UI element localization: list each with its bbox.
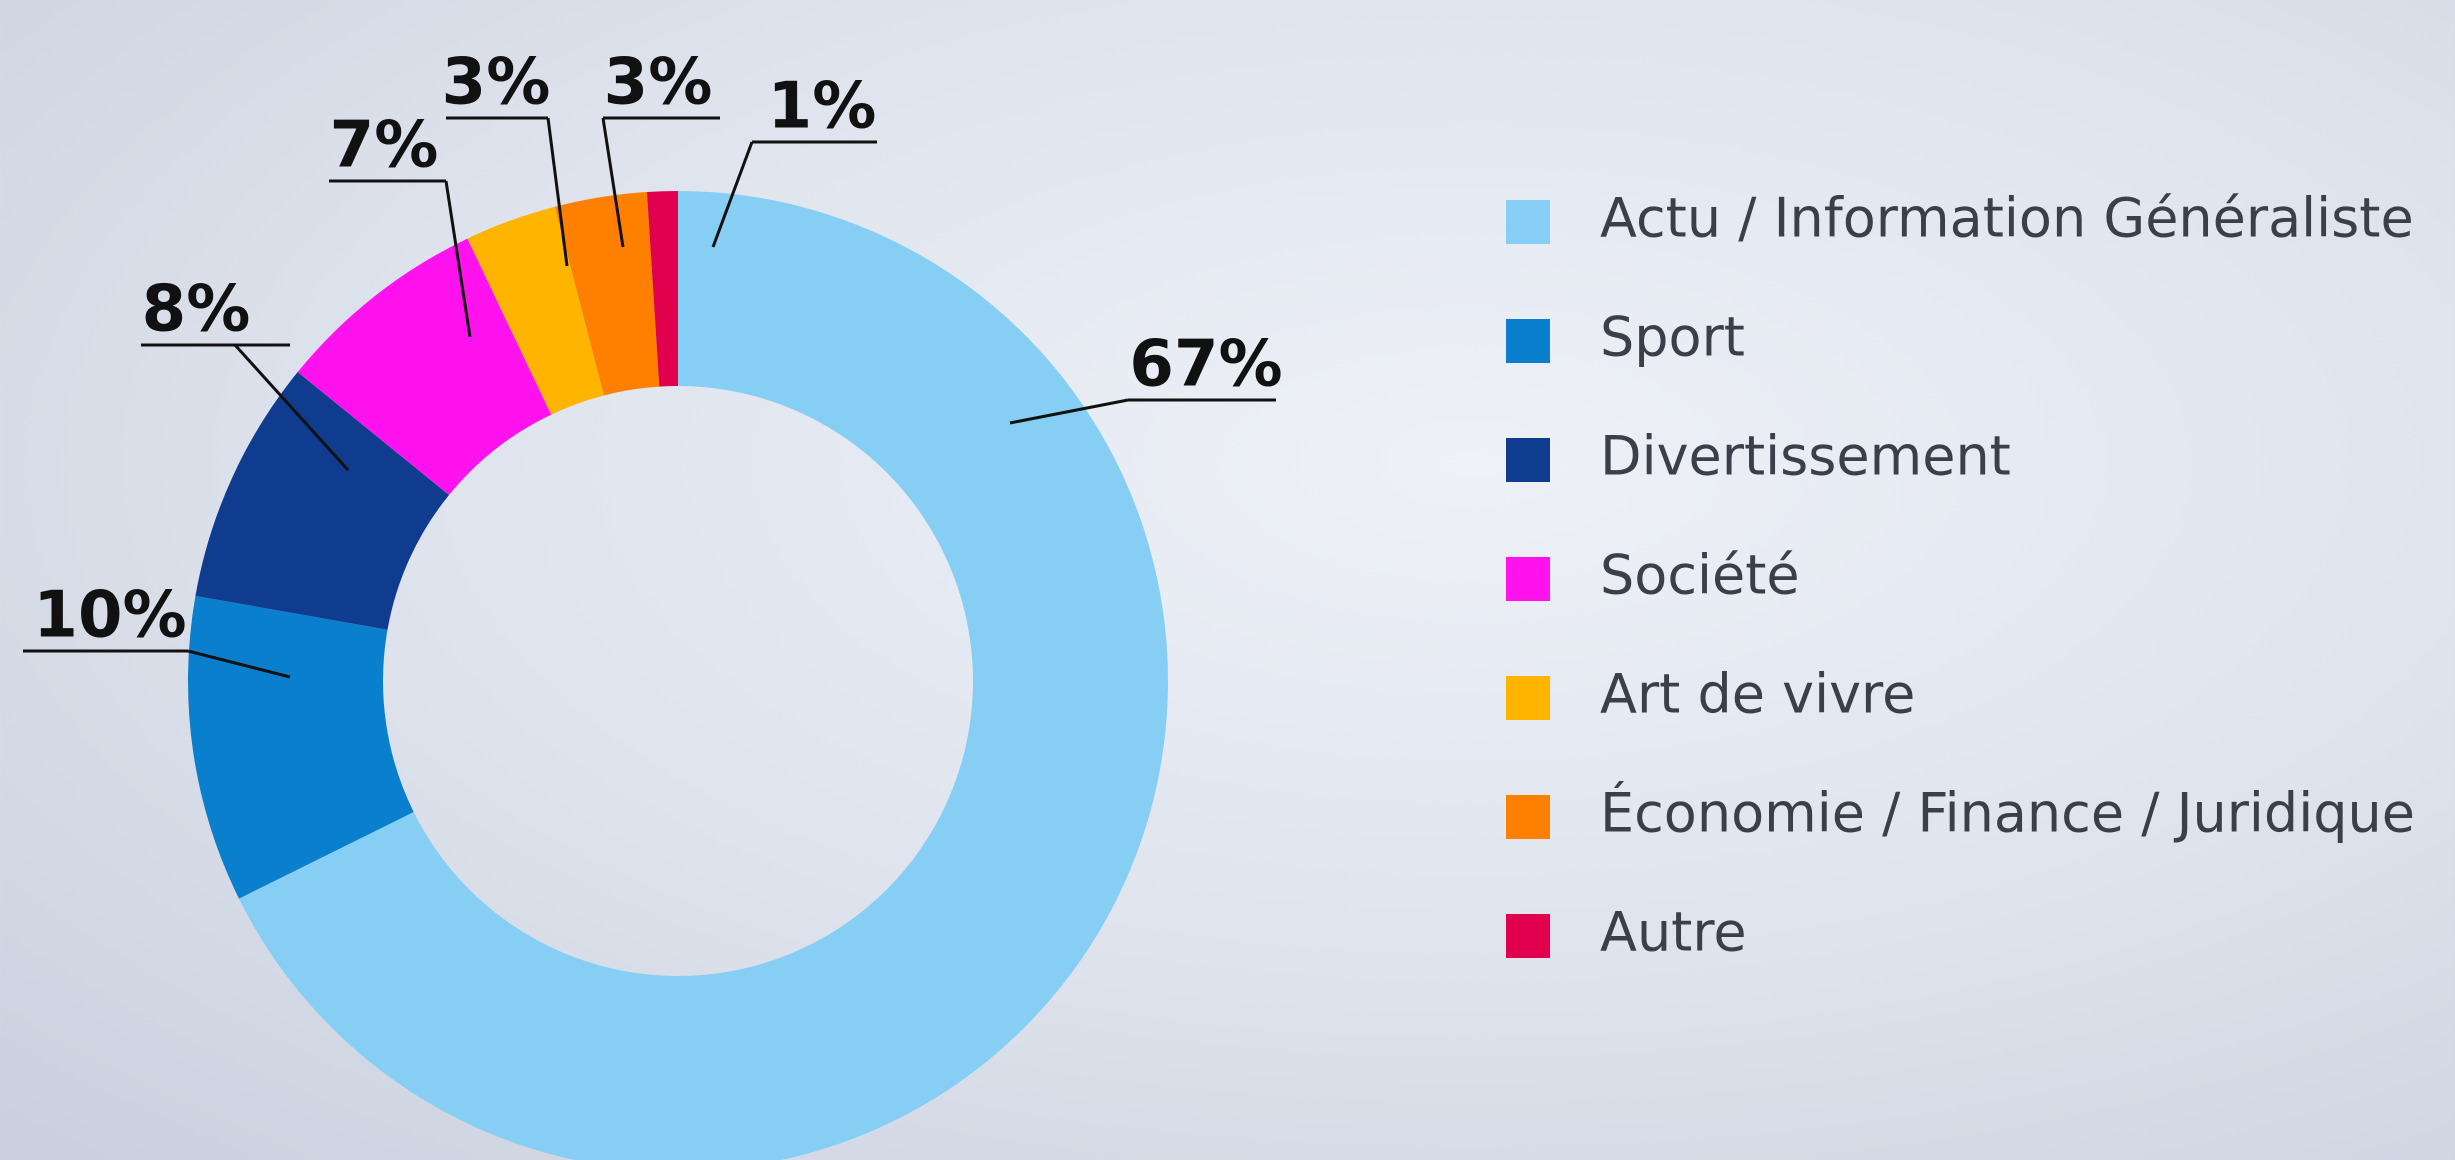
legend-label: Art de vivre <box>1600 663 1915 726</box>
slice-label: 10% <box>33 579 186 653</box>
leader-line <box>546 117 569 267</box>
slice-label: 67% <box>1129 328 1282 402</box>
legend-swatch <box>1506 557 1550 601</box>
legend-label: Société <box>1600 544 1800 607</box>
donut-slice <box>195 372 450 630</box>
donut-slice <box>554 191 660 396</box>
leader-line <box>601 117 625 248</box>
legend-swatch <box>1506 914 1550 958</box>
legend-swatch <box>1506 319 1550 363</box>
legend-swatch <box>1506 438 1550 482</box>
donut-slice <box>467 206 604 415</box>
leader-line <box>711 141 754 248</box>
legend-label: Divertissement <box>1600 425 2011 488</box>
leader-line <box>187 649 291 679</box>
leader-line <box>444 180 472 338</box>
legend-label: Actu / Information Généraliste <box>1600 187 2414 250</box>
slice-label: 7% <box>330 109 439 183</box>
legend-label: Sport <box>1600 306 1745 369</box>
slice-label: 3% <box>442 46 551 120</box>
legend-swatch <box>1506 200 1550 244</box>
legend-label: Économie / Finance / Juridique <box>1600 782 2415 845</box>
slice-label: 3% <box>604 46 713 120</box>
slice-label: 8% <box>142 273 251 347</box>
donut-slice <box>297 238 552 495</box>
legend-swatch <box>1506 676 1550 720</box>
slice-label: 1% <box>768 70 877 144</box>
donut-slice <box>187 595 414 899</box>
legend-label: Autre <box>1600 901 1747 964</box>
donut-slice <box>646 191 678 387</box>
donut-slice <box>238 191 1168 1160</box>
leader-line <box>1009 398 1129 425</box>
leader-line <box>233 343 350 472</box>
legend-swatch <box>1506 795 1550 839</box>
